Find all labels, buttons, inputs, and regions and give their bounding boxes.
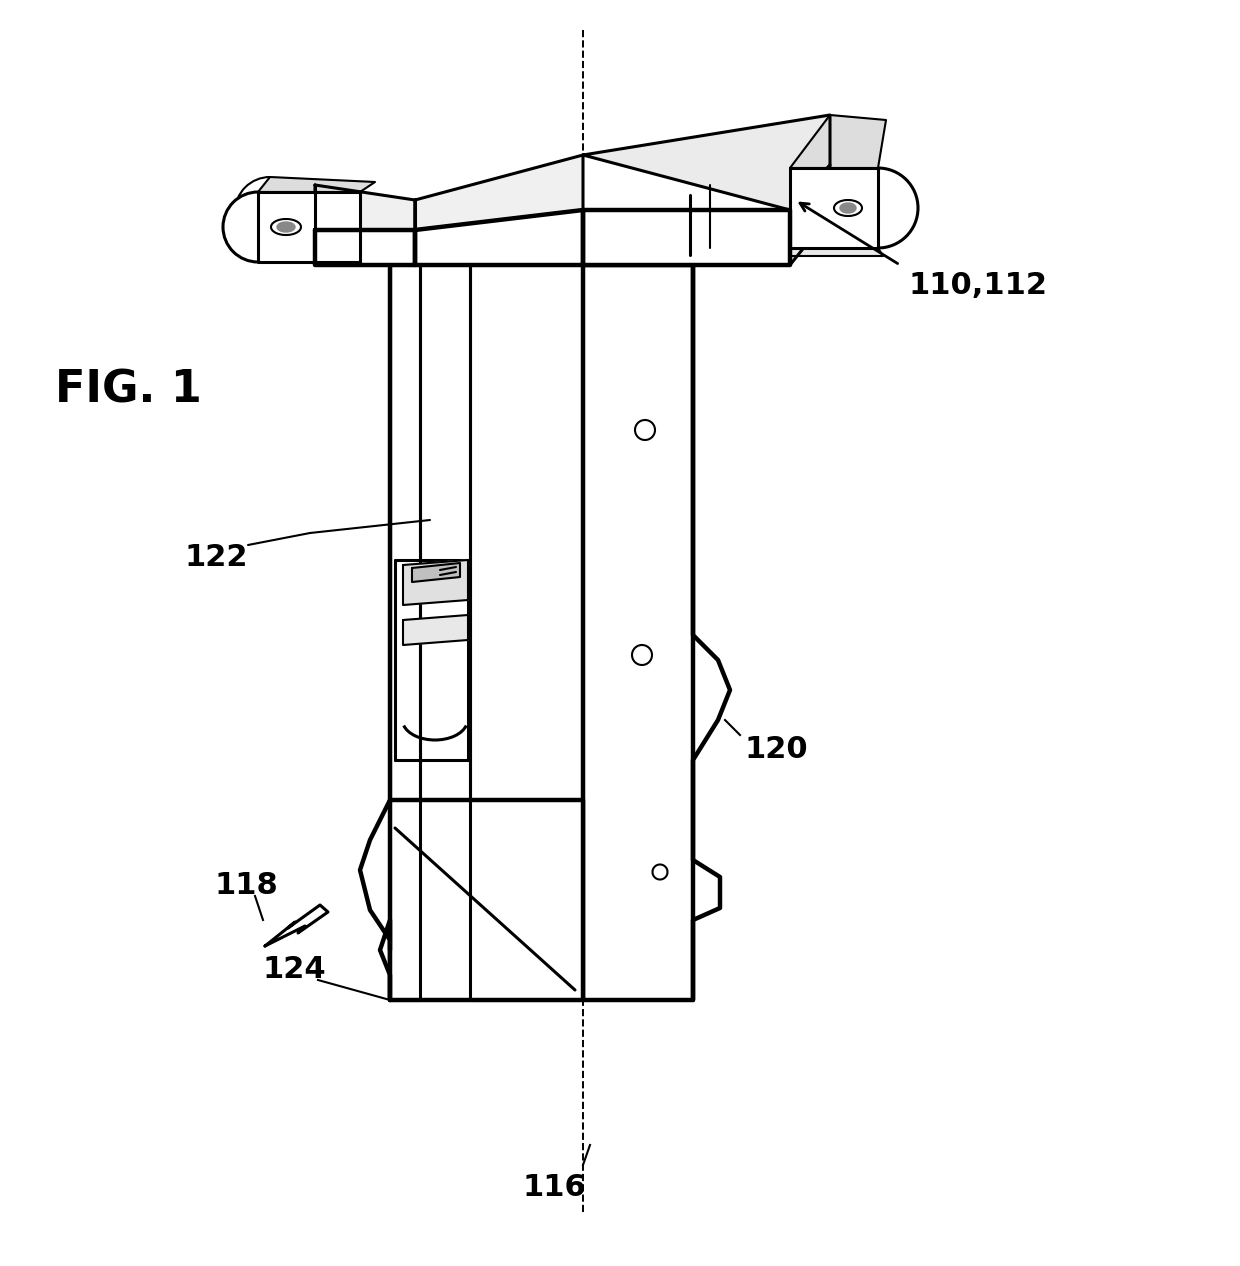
Ellipse shape	[277, 222, 295, 232]
Text: 122: 122	[185, 543, 248, 572]
Text: 116: 116	[522, 1174, 585, 1203]
Polygon shape	[258, 177, 374, 192]
Polygon shape	[265, 905, 329, 946]
Polygon shape	[790, 168, 878, 248]
Polygon shape	[790, 115, 887, 168]
Polygon shape	[583, 265, 693, 1000]
Ellipse shape	[839, 203, 856, 213]
Ellipse shape	[835, 200, 862, 216]
Polygon shape	[470, 265, 583, 1000]
Polygon shape	[391, 800, 583, 1000]
Text: 120: 120	[745, 736, 808, 765]
Polygon shape	[403, 615, 467, 644]
Text: 124: 124	[263, 956, 326, 985]
Ellipse shape	[272, 219, 301, 235]
Polygon shape	[315, 230, 415, 265]
Polygon shape	[583, 210, 790, 265]
Ellipse shape	[632, 644, 652, 665]
Ellipse shape	[635, 420, 655, 441]
Polygon shape	[258, 192, 360, 262]
Polygon shape	[790, 165, 830, 265]
Polygon shape	[315, 185, 415, 230]
Text: FIG. 1: FIG. 1	[55, 368, 202, 411]
Polygon shape	[790, 248, 883, 256]
Wedge shape	[878, 168, 918, 248]
Polygon shape	[403, 560, 467, 605]
Text: 118: 118	[215, 871, 279, 900]
Polygon shape	[415, 210, 583, 265]
Ellipse shape	[652, 865, 667, 880]
Polygon shape	[583, 115, 830, 210]
Polygon shape	[412, 563, 460, 582]
Polygon shape	[391, 265, 420, 1000]
Wedge shape	[223, 192, 258, 262]
Text: 110,112: 110,112	[908, 271, 1047, 300]
Polygon shape	[415, 154, 583, 230]
